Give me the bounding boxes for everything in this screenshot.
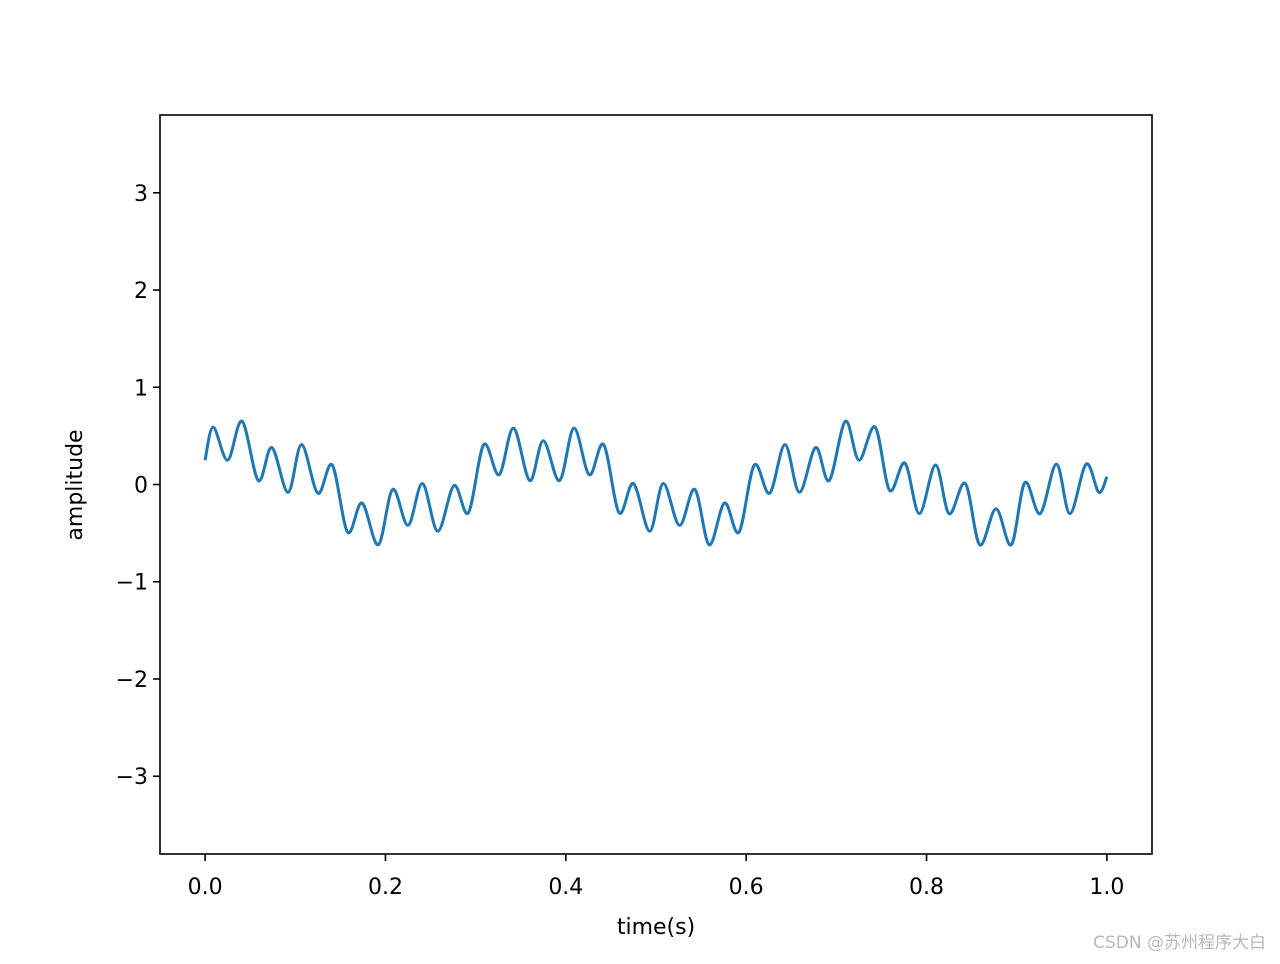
y-tick-label: 0 — [134, 474, 148, 499]
plot-frame — [159, 114, 1153, 855]
x-axis-label: time(s) — [617, 915, 695, 940]
y-tick-label: −2 — [116, 668, 148, 693]
y-tick-label: 1 — [134, 376, 148, 401]
line-series — [203, 419, 1109, 547]
x-tick-label: 1.0 — [1089, 875, 1124, 900]
y-axis-label: amplitude — [63, 429, 88, 540]
y-tick-label: 3 — [134, 182, 148, 207]
y-tick-label: 2 — [134, 279, 148, 304]
watermark: CSDN @苏州程序大白 — [1093, 933, 1266, 953]
x-tick-label: 0.2 — [368, 875, 403, 900]
x-tick-label: 0.0 — [188, 875, 223, 900]
x-tick-label: 0.4 — [548, 875, 583, 900]
y-tick-label: −1 — [116, 571, 148, 596]
x-tick-label: 0.8 — [909, 875, 944, 900]
x-tick-label: 0.6 — [729, 875, 764, 900]
y-tick-label: −3 — [116, 765, 148, 790]
